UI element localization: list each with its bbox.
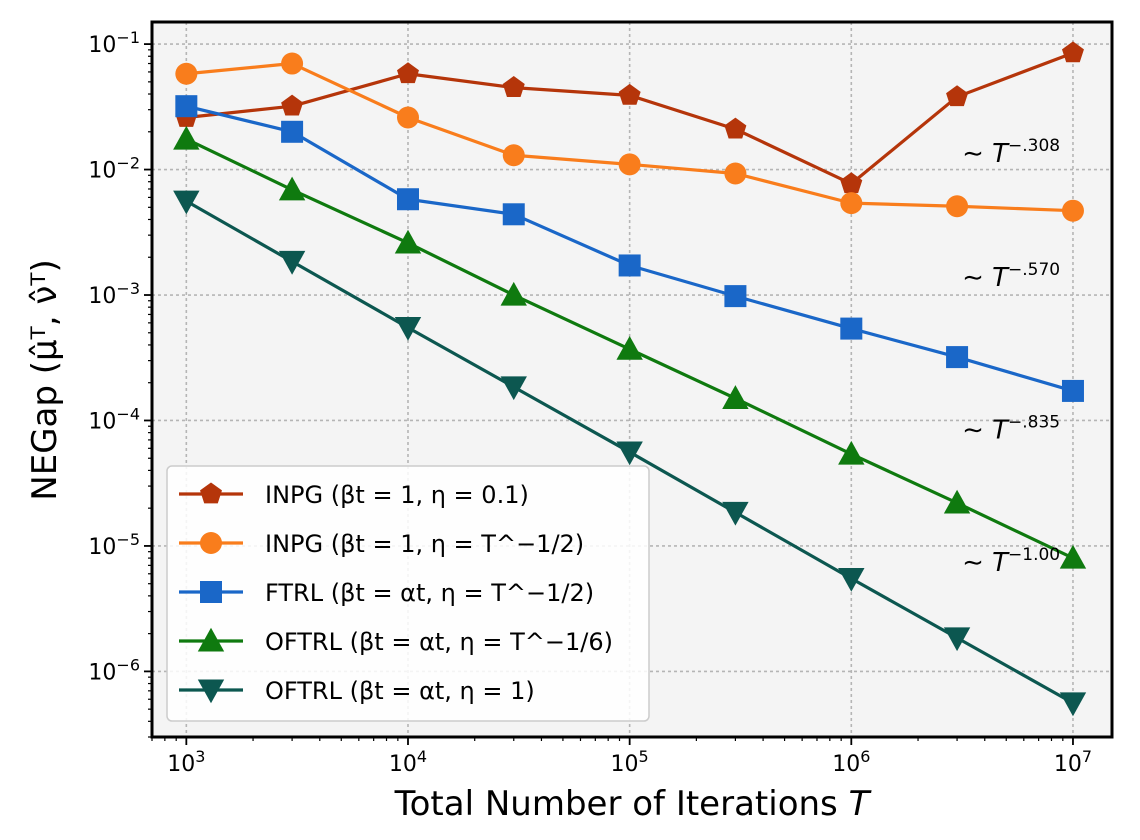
series-layer xyxy=(173,41,1087,717)
data-point xyxy=(838,567,865,592)
data-point xyxy=(616,441,643,466)
legend-marker xyxy=(200,532,222,554)
x-tick-label: 104 xyxy=(389,747,427,777)
series-4 xyxy=(173,125,1087,569)
y-axis-label: NEGap (μ̂ᵀ, ν̂ᵀ) xyxy=(25,259,65,500)
data-point xyxy=(396,188,419,211)
legend-label: OFTRL (βt = αt, η = 1) xyxy=(265,677,535,705)
data-point xyxy=(840,317,863,340)
data-point xyxy=(840,172,863,194)
y-tick-label: 10−4 xyxy=(88,404,140,434)
data-point xyxy=(1061,199,1084,222)
data-point xyxy=(722,501,749,526)
x-tick-label: 105 xyxy=(611,747,649,777)
legend-label: INPG (βt = 1, η = 0.1) xyxy=(265,481,529,509)
x-axis-label: Total Number of Iterations T xyxy=(394,784,872,824)
x-tick-label: 107 xyxy=(1054,747,1092,777)
y-tick-label: 10−3 xyxy=(88,279,140,309)
data-point xyxy=(943,627,971,652)
series-2 xyxy=(175,52,1084,222)
slope-annotation: ∼ T−.570 xyxy=(962,260,1060,293)
annotations: ∼ T−.308 ∼ T−.570 ∼ T−.835 ∼ T−1.00 xyxy=(962,136,1060,578)
data-point xyxy=(173,190,200,215)
data-point xyxy=(281,52,304,75)
series-5 xyxy=(173,190,1087,717)
data-point xyxy=(278,250,306,275)
data-point xyxy=(502,144,525,167)
data-point xyxy=(281,120,304,143)
data-point xyxy=(1059,692,1087,717)
data-point xyxy=(724,162,747,185)
legend-entry: OFTRL (βt = αt, η = T^−1/6) xyxy=(179,627,613,656)
data-point xyxy=(618,254,641,277)
data-point xyxy=(838,440,865,465)
ticks: 103 104 105 106 107 10−6 10−5 10−4 10−3 10−2 10−1 xyxy=(88,28,1092,777)
legend-label: FTRL (βt = αt, η = T^−1/2) xyxy=(265,579,594,607)
data-point xyxy=(175,95,198,118)
data-point xyxy=(397,62,419,84)
data-point xyxy=(722,385,749,409)
data-point xyxy=(840,192,863,215)
data-point xyxy=(1059,544,1087,569)
series-3 xyxy=(175,95,1084,402)
data-point xyxy=(500,281,527,306)
data-point xyxy=(616,335,643,360)
legend-entry: FTRL (βt = αt, η = T^−1/2) xyxy=(179,579,594,607)
data-point xyxy=(175,62,198,85)
data-point xyxy=(618,153,641,176)
data-point xyxy=(278,176,306,201)
plot-frame xyxy=(150,20,1114,739)
slope-annotation: ∼ T−.308 xyxy=(962,136,1060,169)
data-point xyxy=(943,489,971,514)
data-point xyxy=(946,85,969,107)
legend-label: OFTRL (βt = αt, η = T^−1/6) xyxy=(265,628,613,656)
data-point xyxy=(173,125,200,150)
legend-marker xyxy=(197,679,225,704)
x-tick-label: 106 xyxy=(832,747,870,777)
data-point xyxy=(281,94,304,116)
data-point xyxy=(946,195,969,218)
legend-marker xyxy=(197,627,225,652)
y-tick-label: 10−5 xyxy=(88,530,140,560)
y-tick-label: 10−2 xyxy=(88,154,140,184)
slope-annotation: ∼ T−1.00 xyxy=(962,545,1060,578)
data-point xyxy=(1061,41,1084,63)
legend-entry: INPG (βt = 1, η = 0.1) xyxy=(179,481,529,509)
data-point xyxy=(500,376,527,401)
legend-entry: INPG (βt = 1, η = T^−1/2) xyxy=(179,530,584,558)
legend-marker xyxy=(200,581,222,603)
legend-entry: OFTRL (βt = αt, η = 1) xyxy=(179,677,535,705)
legend-box xyxy=(166,465,650,722)
legend-label: INPG (βt = 1, η = T^−1/2) xyxy=(265,530,584,558)
data-point xyxy=(724,117,747,139)
data-point xyxy=(946,346,969,369)
data-point xyxy=(396,106,419,129)
data-point xyxy=(724,285,747,308)
slope-annotation: ∼ T−.835 xyxy=(962,412,1060,445)
data-point xyxy=(502,203,525,226)
y-tick-label: 10−1 xyxy=(88,28,140,58)
data-point xyxy=(394,229,422,254)
legend-marker xyxy=(200,482,222,504)
data-point xyxy=(618,83,641,105)
legend: INPG (βt = 1, η = 0.1) INPG (βt = 1, η = … xyxy=(166,465,650,722)
x-tick-label: 103 xyxy=(167,747,205,777)
data-point xyxy=(502,76,525,97)
y-tick-label: 10−6 xyxy=(88,655,140,685)
data-point xyxy=(1061,379,1084,402)
data-point xyxy=(394,317,422,341)
